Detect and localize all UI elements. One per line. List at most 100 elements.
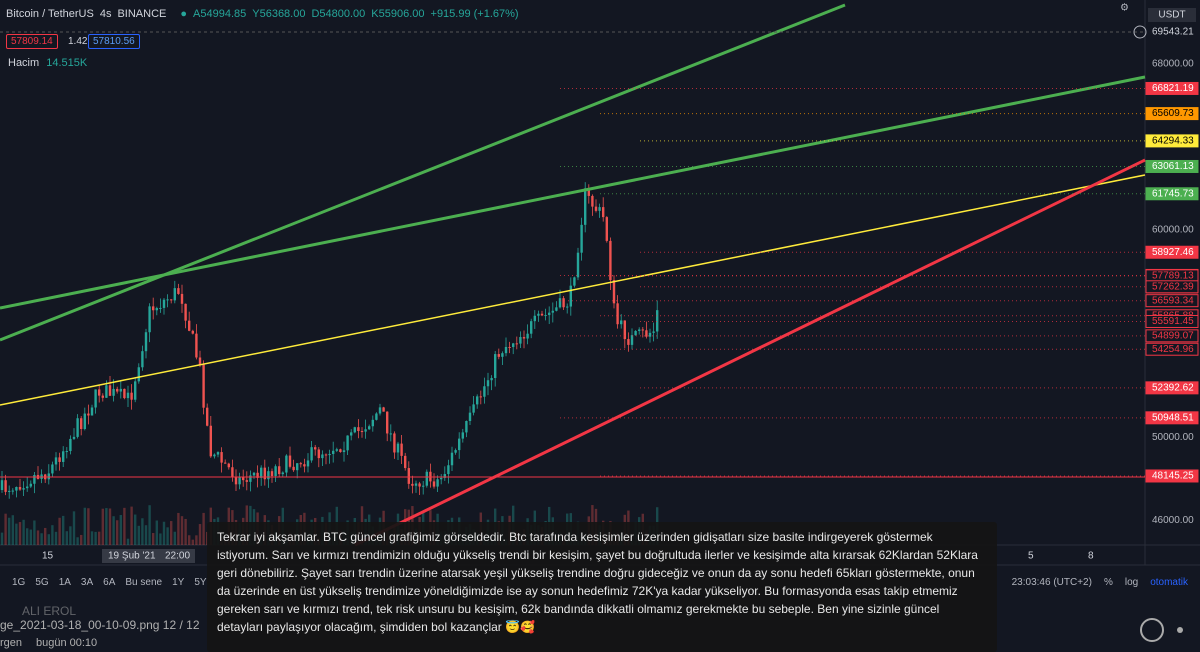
range-button[interactable]: Bu sene xyxy=(125,577,163,588)
candle xyxy=(191,330,194,334)
currency-box xyxy=(1148,8,1196,22)
candle xyxy=(184,303,187,321)
candle xyxy=(368,426,371,430)
volume-bar xyxy=(65,531,68,545)
candle xyxy=(47,473,50,480)
trend-line xyxy=(0,174,1146,406)
y-tick-label: 46000.00 xyxy=(1152,515,1194,526)
file-name: ge_2021-03-18_00-10-09.png 12 / 12 xyxy=(0,618,200,632)
caption: Tekrar iyi akşamlar. BTC güncel grafiğim… xyxy=(207,522,997,652)
candle xyxy=(260,467,263,478)
candle xyxy=(213,454,216,457)
bid[interactable]: 57809.14 xyxy=(6,34,58,49)
candle xyxy=(465,420,468,433)
range-toolbar: 1G 5G 1A 3A 6A Bu sene 1Y 5Y xyxy=(12,577,207,588)
option-button[interactable]: % xyxy=(1103,577,1113,588)
price-tag: 54899.07 xyxy=(1152,330,1194,341)
candle xyxy=(173,288,176,301)
volume-bar xyxy=(44,527,47,545)
volume-bar xyxy=(33,520,36,545)
candle xyxy=(551,310,554,313)
candle xyxy=(292,466,295,471)
candle xyxy=(249,475,252,482)
range-button[interactable]: 5G xyxy=(35,577,49,588)
rotate-icon[interactable] xyxy=(1140,618,1164,642)
candle xyxy=(339,449,342,453)
candle xyxy=(371,419,374,427)
option-button[interactable]: log xyxy=(1124,577,1139,588)
price-tag: 57262.39 xyxy=(1152,281,1194,292)
candle xyxy=(447,465,450,475)
candle xyxy=(602,207,605,218)
candle xyxy=(461,432,464,439)
candle xyxy=(231,467,234,478)
price-tag: 54254.96 xyxy=(1152,344,1194,355)
candle xyxy=(256,472,259,478)
candle xyxy=(533,315,536,322)
volume-bar xyxy=(137,525,140,545)
candle xyxy=(296,463,299,471)
range-button[interactable]: 5Y xyxy=(194,577,207,588)
candle xyxy=(594,206,598,211)
candle xyxy=(623,320,626,340)
candle xyxy=(357,427,360,432)
spread: 1.42 xyxy=(68,36,88,47)
tag-box xyxy=(1145,342,1199,356)
volume-bar xyxy=(141,518,144,545)
candle xyxy=(483,386,486,397)
volume-bar xyxy=(202,512,205,545)
range-button[interactable]: 6A xyxy=(103,577,116,588)
range-button[interactable]: 1Y xyxy=(172,577,185,588)
range-button[interactable]: 3A xyxy=(80,577,94,588)
candle xyxy=(432,481,436,487)
price-tag: 50948.51 xyxy=(1152,412,1194,423)
ask[interactable]: 57810.56 xyxy=(88,34,140,49)
add-button[interactable] xyxy=(1133,25,1147,39)
candle xyxy=(134,381,137,400)
tag-box xyxy=(1145,294,1199,308)
candle xyxy=(245,480,248,482)
candle xyxy=(382,407,385,412)
price-tag: 52392.62 xyxy=(1152,382,1194,393)
candles xyxy=(0,182,659,545)
candle xyxy=(105,385,108,398)
volume-bar xyxy=(123,507,126,545)
low: D54800.00 xyxy=(311,8,366,20)
candle xyxy=(519,337,522,344)
option-button[interactable]: otomatik xyxy=(1150,577,1188,588)
right-toolbar: 23:03:46 (UTC+2) % log otomatik xyxy=(1012,577,1188,588)
volume-bar xyxy=(11,515,14,545)
tag-box xyxy=(1145,381,1199,395)
volume-bar xyxy=(76,537,79,545)
candle xyxy=(418,483,421,487)
volume-bar xyxy=(126,538,130,545)
change: +915.99 (+1.67%) xyxy=(430,8,519,20)
more-icon[interactable] xyxy=(1177,627,1183,633)
candle xyxy=(141,351,144,368)
candle xyxy=(332,450,335,454)
candle xyxy=(350,432,353,436)
range-button[interactable]: 1G xyxy=(12,577,26,588)
candle xyxy=(80,418,83,430)
candle xyxy=(166,299,169,301)
volume-bar xyxy=(134,514,137,545)
candle xyxy=(170,299,173,301)
volume-bar xyxy=(26,528,29,545)
trend-line xyxy=(0,3,846,342)
volume-bar xyxy=(112,516,115,545)
volume-bar xyxy=(87,508,90,545)
candle xyxy=(281,472,284,475)
volume-bar xyxy=(170,521,173,545)
volume-bar xyxy=(166,527,169,545)
candle xyxy=(11,490,14,492)
volume-bar xyxy=(173,531,176,545)
tag-box xyxy=(1145,245,1199,259)
candle xyxy=(404,455,407,469)
candle xyxy=(620,320,623,325)
volume-bar xyxy=(62,515,65,545)
settings-icon[interactable]: ⚙ xyxy=(1120,3,1129,14)
candle xyxy=(501,353,504,357)
exchange: BINANCE xyxy=(117,8,167,20)
range-button[interactable]: 1A xyxy=(58,577,71,588)
